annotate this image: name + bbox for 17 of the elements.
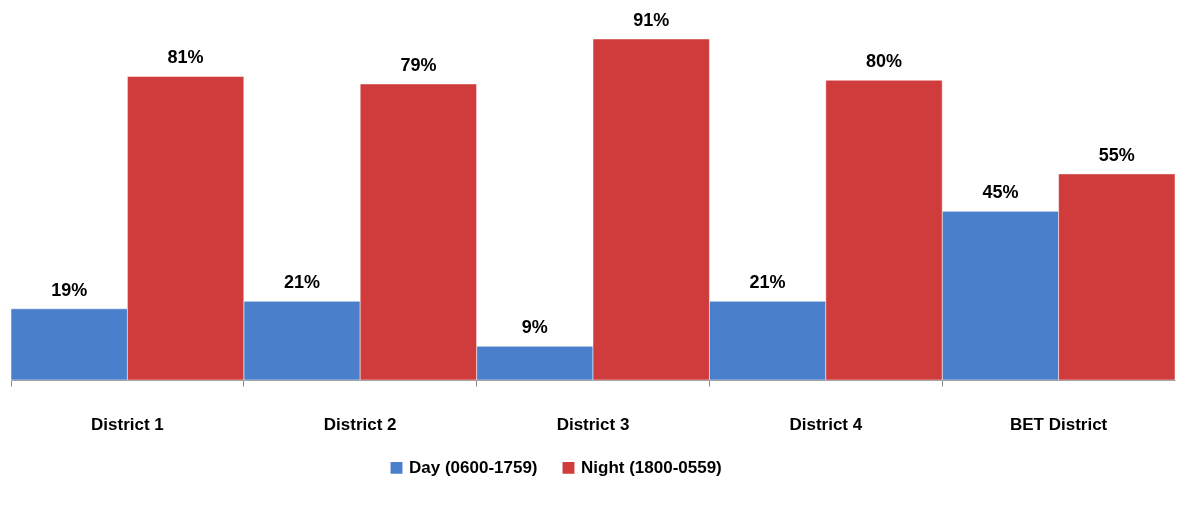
x-tick-label: BET District <box>1009 414 1108 434</box>
x-tick-label: District 3 <box>556 414 630 434</box>
data-label: 55% <box>1098 144 1135 165</box>
legend-label: Day (0600-1759) <box>409 457 538 477</box>
data-label: 19% <box>51 279 88 300</box>
data-label: 45% <box>982 182 1019 203</box>
data-label: 79% <box>400 54 437 75</box>
data-label: 21% <box>749 272 786 293</box>
x-tick-label: District 2 <box>323 414 397 434</box>
data-label: 91% <box>633 10 670 30</box>
x-tick-label: District 1 <box>91 414 164 434</box>
data-label: 21% <box>283 272 321 293</box>
data-label: 9% <box>521 317 548 338</box>
x-tick-label: District 4 <box>789 414 863 434</box>
data-label: 81% <box>167 47 204 68</box>
data-label: 80% <box>865 51 903 72</box>
legend-label: Night (1800-0559) <box>581 457 722 477</box>
